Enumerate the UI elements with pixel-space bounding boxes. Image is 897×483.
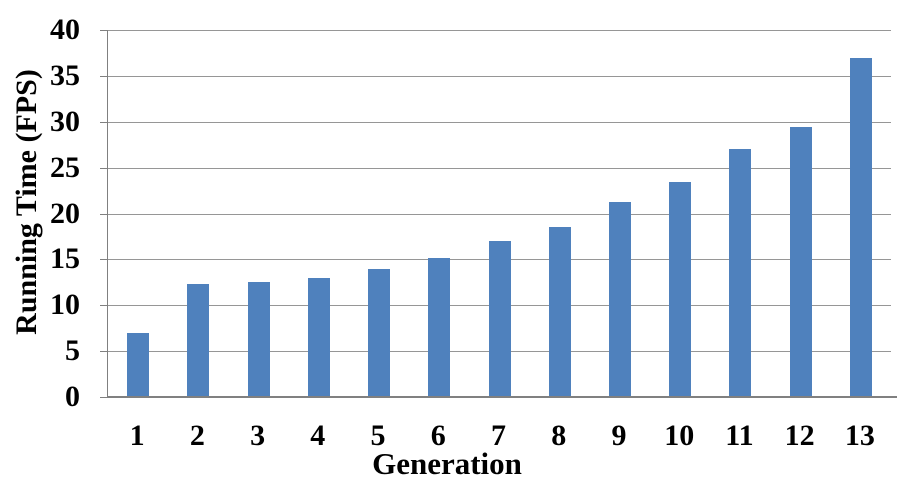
- bar-generation-7: [488, 241, 511, 397]
- bar-generation-12: [789, 127, 812, 397]
- x-axis-line: [107, 396, 897, 398]
- bar-generation-5: [368, 269, 391, 397]
- y-tick-label-10: 10: [50, 288, 80, 322]
- x-tick-label-8: 8: [551, 419, 567, 452]
- gridline-30: [108, 121, 891, 123]
- x-tick-label-3: 3: [250, 419, 266, 452]
- y-tick-label-30: 30: [50, 104, 80, 138]
- gridline-25: [108, 167, 891, 169]
- y-tick-label-25: 25: [50, 150, 80, 184]
- x-tick-label-7: 7: [491, 419, 506, 452]
- bar-generation-10: [669, 182, 692, 397]
- bar-generation-2: [187, 284, 210, 397]
- x-tick-label-12: 12: [784, 419, 815, 452]
- y-tick-mark-15: [100, 259, 107, 261]
- gridline-20: [108, 213, 891, 215]
- y-tick-label-35: 35: [50, 58, 80, 92]
- bar-generation-4: [307, 277, 330, 397]
- y-tick-mark-35: [100, 75, 107, 77]
- bar-generation-8: [548, 227, 571, 397]
- y-tick-label-40: 40: [50, 13, 80, 46]
- x-tick-label-9: 9: [611, 419, 627, 452]
- x-tick-label-6: 6: [430, 419, 446, 452]
- bar-generation-3: [247, 282, 270, 397]
- x-tick-label-1: 1: [129, 419, 145, 452]
- gridline-35: [108, 75, 891, 77]
- gridline-40: [108, 30, 891, 31]
- x-tick-label-2: 2: [189, 419, 205, 452]
- y-tick-mark-25: [100, 167, 107, 169]
- x-tick-label-10: 10: [664, 419, 695, 452]
- x-tick-label-4: 4: [310, 419, 326, 452]
- plot-area: [107, 30, 891, 397]
- x-tick-label-13: 13: [844, 419, 875, 452]
- bar-generation-9: [608, 201, 631, 397]
- y-tick-label-0: 0: [65, 380, 80, 413]
- y-tick-mark-40: [100, 30, 107, 31]
- y-tick-label-15: 15: [50, 242, 80, 276]
- bar-generation-11: [729, 149, 752, 397]
- y-tick-label-20: 20: [50, 196, 80, 230]
- x-tick-label-11: 11: [725, 419, 754, 452]
- bar-generation-13: [849, 57, 872, 397]
- x-tick-label-5: 5: [370, 419, 386, 452]
- y-tick-mark-20: [100, 213, 107, 215]
- y-tick-mark-5: [100, 351, 107, 353]
- bar-generation-6: [428, 257, 451, 397]
- y-tick-mark-10: [100, 305, 107, 307]
- bar-generation-1: [127, 332, 150, 397]
- y-tick-mark-30: [100, 121, 107, 123]
- x-axis-title: Generation: [372, 446, 522, 481]
- y-tick-mark-0: [100, 397, 107, 398]
- y-tick-label-5: 5: [65, 334, 80, 368]
